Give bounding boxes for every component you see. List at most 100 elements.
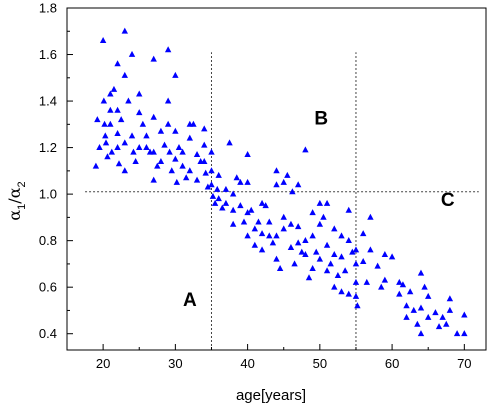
data-point: [233, 174, 240, 181]
data-point: [388, 253, 396, 260]
data-point: [294, 181, 302, 188]
data-point: [453, 330, 461, 337]
y-tick-label: 0.8: [39, 233, 57, 248]
data-point: [298, 248, 305, 255]
data-point: [269, 239, 277, 246]
y-tick-label: 1.4: [39, 94, 57, 109]
data-point: [92, 162, 100, 169]
data-point: [280, 178, 287, 185]
data-point: [461, 311, 468, 318]
data-point: [150, 55, 157, 62]
data-point: [143, 143, 150, 150]
data-point: [114, 143, 121, 150]
data-point: [349, 248, 356, 255]
data-point: [417, 330, 425, 337]
data-point: [294, 239, 302, 246]
data-point: [341, 267, 349, 274]
data-point: [289, 188, 296, 195]
data-point: [305, 274, 313, 281]
data-point: [338, 232, 345, 239]
data-point: [222, 185, 230, 192]
data-point: [309, 232, 316, 239]
data-point: [121, 167, 128, 174]
data-point: [101, 120, 108, 127]
data-point: [417, 269, 425, 276]
data-point: [161, 141, 168, 148]
data-point: [345, 290, 352, 297]
data-point: [121, 71, 128, 78]
y-tick-label: 1.8: [39, 1, 57, 16]
data-point: [244, 150, 251, 157]
data-point: [406, 288, 414, 295]
y-tick-label: 1.0: [39, 187, 57, 202]
region-label-a: A: [183, 290, 197, 311]
data-point: [128, 132, 136, 139]
data-point: [173, 178, 181, 185]
data-point: [338, 253, 345, 260]
data-point: [439, 313, 446, 320]
data-point: [222, 199, 230, 206]
data-point: [244, 178, 251, 185]
data-point: [94, 116, 101, 123]
data-point: [432, 309, 439, 316]
data-point: [215, 171, 222, 178]
data-point: [102, 139, 110, 146]
data-point: [294, 223, 302, 230]
data-point: [143, 132, 150, 139]
data-point: [175, 143, 183, 150]
data-point: [359, 230, 367, 237]
data-point: [354, 302, 361, 309]
x-tick-label: 30: [168, 356, 182, 371]
data-point: [132, 157, 139, 164]
data-point: [117, 116, 125, 123]
x-tick-label: 20: [96, 356, 110, 371]
data-point: [193, 176, 201, 183]
data-point: [130, 148, 137, 155]
data-point: [115, 160, 123, 167]
data-point: [273, 255, 280, 262]
data-point: [446, 295, 454, 302]
data-point: [309, 264, 316, 271]
data-point: [381, 276, 389, 283]
data-point: [443, 320, 450, 327]
data-point: [327, 260, 334, 267]
data-point: [352, 292, 360, 299]
data-point: [219, 204, 226, 211]
data-point: [179, 148, 186, 155]
data-point: [266, 218, 273, 225]
data-point: [229, 190, 237, 197]
data-point: [237, 202, 244, 209]
data-point: [302, 251, 309, 258]
data-point: [262, 202, 269, 209]
data-point: [421, 283, 428, 290]
data-points: [92, 27, 468, 337]
data-point: [323, 267, 331, 274]
data-point: [367, 213, 374, 220]
data-point: [331, 283, 338, 290]
data-point: [182, 174, 190, 181]
data-point: [211, 199, 219, 206]
data-point: [150, 148, 157, 155]
data-point: [258, 246, 266, 253]
data-point: [435, 323, 443, 330]
data-point: [107, 90, 114, 97]
data-point: [209, 192, 217, 199]
data-point: [215, 195, 222, 202]
data-point: [273, 232, 280, 239]
data-point: [110, 85, 118, 92]
y-tick-label: 0.6: [39, 280, 57, 295]
data-point: [164, 46, 172, 53]
data-point: [136, 90, 143, 97]
data-point: [172, 127, 179, 134]
data-point: [334, 271, 342, 278]
data-point: [461, 330, 468, 337]
data-point: [352, 260, 360, 267]
x-axis-ticks: 20 30 40 50 60 70: [96, 344, 472, 371]
data-point: [258, 199, 266, 206]
data-point: [139, 120, 147, 127]
data-point: [157, 157, 165, 164]
y-axis-label-alpha1: α: [5, 210, 24, 221]
data-point: [150, 176, 157, 183]
x-axis-label: age[years]: [236, 387, 306, 404]
data-point: [287, 220, 295, 227]
